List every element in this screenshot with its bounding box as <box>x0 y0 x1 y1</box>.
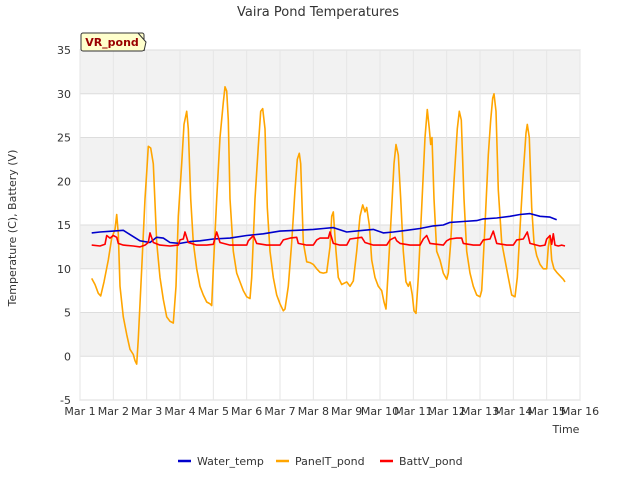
x-tick-label: Mar 15 <box>528 405 566 418</box>
x-tick-label: Mar 6 <box>231 405 262 418</box>
station-tag-label: VR_pond <box>85 36 139 49</box>
x-tick-label: Mar 3 <box>131 405 162 418</box>
y-tick-label: -5 <box>60 394 71 407</box>
x-tick-label: Mar 9 <box>331 405 362 418</box>
plot-band <box>80 312 580 357</box>
x-tick-label: Mar 8 <box>298 405 329 418</box>
x-tick-label: Mar 14 <box>494 405 532 418</box>
series-lines <box>90 86 566 365</box>
x-tick-label: Mar 10 <box>361 405 399 418</box>
y-tick-label: 10 <box>57 263 71 276</box>
y-tick-label: 20 <box>57 175 71 188</box>
y-tick-label: 5 <box>64 307 71 320</box>
y-tick-label: 30 <box>57 88 71 101</box>
x-tick-label: Mar 4 <box>164 405 195 418</box>
series-line-water-temp <box>91 212 557 245</box>
gridlines <box>79 49 581 401</box>
series-line-battv-pond <box>91 230 566 248</box>
legend-label: Water_temp <box>197 455 264 468</box>
y-tick-label: 35 <box>57 44 71 57</box>
plot-band <box>80 137 580 182</box>
x-tick-label: Mar 16 <box>561 405 599 418</box>
x-tick-label: Mar 7 <box>264 405 295 418</box>
y-axis-ticks: -5 0 5 10 15 20 25 30 35 <box>57 44 71 407</box>
y-axis-label: Temperature (C), Battery (V) <box>6 150 19 308</box>
chart-title: Vaira Pond Temperatures <box>237 5 399 20</box>
plot-band <box>80 50 580 94</box>
station-tag: VR_pond <box>80 32 147 52</box>
legend: Water_temp PanelT_pond BattV_pond <box>178 455 463 468</box>
y-tick-label: 25 <box>57 132 71 145</box>
legend-label: BattV_pond <box>399 455 463 468</box>
station-tag-corner <box>137 32 147 52</box>
legend-label: PanelT_pond <box>295 455 365 468</box>
x-tick-label: Mar 13 <box>461 405 499 418</box>
x-axis-ticks: Mar 1 Mar 2 Mar 3 Mar 4 Mar 5 Mar 6 Mar 7 Mar 8… <box>64 405 599 418</box>
x-tick-label: Mar 1 <box>64 405 95 418</box>
y-tick-label: 0 <box>64 350 71 363</box>
x-tick-label: Mar 11 <box>394 405 432 418</box>
x-tick-label: Mar 12 <box>428 405 466 418</box>
x-tick-label: Mar 5 <box>198 405 229 418</box>
x-tick-label: Mar 2 <box>98 405 129 418</box>
series-line-panelt-pond <box>90 86 566 365</box>
y-tick-label: 15 <box>57 219 71 232</box>
x-axis-label: Time <box>552 423 580 436</box>
